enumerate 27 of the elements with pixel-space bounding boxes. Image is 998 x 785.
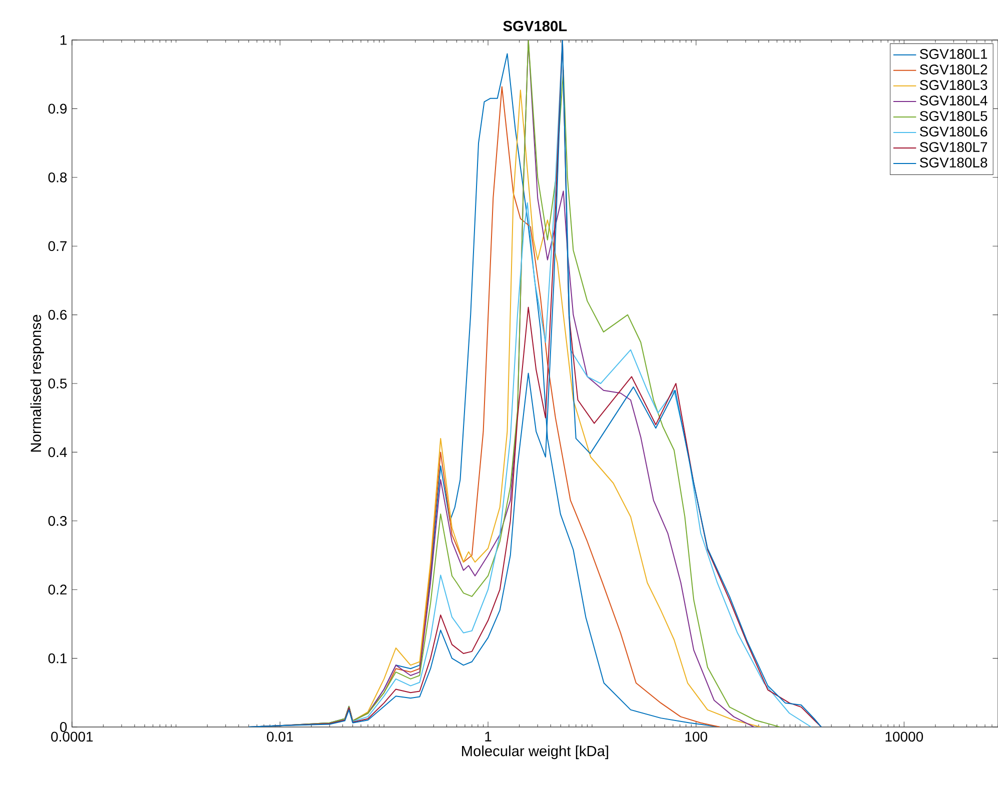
x-tick-label: 10000 bbox=[886, 732, 923, 742]
y-tick-label: 0.3 bbox=[48, 516, 67, 526]
x-axis-title: Molecular weight [kDa] bbox=[462, 745, 608, 760]
legend-label: SGV180L7 bbox=[920, 142, 988, 152]
legend-label: SGV180L1 bbox=[920, 49, 988, 59]
x-tick-label: 0.0001 bbox=[51, 732, 93, 742]
y-tick-label: 1 bbox=[60, 35, 67, 45]
y-tick-label: 0.2 bbox=[48, 584, 67, 595]
legend-label: SGV180L5 bbox=[920, 111, 988, 121]
y-tick-label: 0.8 bbox=[48, 172, 67, 182]
legend-label: SGV180L8 bbox=[920, 158, 988, 168]
chart-title: SGV180L bbox=[503, 20, 567, 32]
y-axis-title: Normalised response bbox=[30, 314, 44, 452]
legend-label: SGV180L4 bbox=[920, 96, 988, 106]
legend-label: SGV180L3 bbox=[920, 80, 988, 90]
y-tick-label: 0.9 bbox=[48, 104, 67, 114]
y-tick-label: 0.5 bbox=[48, 378, 67, 388]
y-tick-label: 0.1 bbox=[48, 653, 67, 664]
y-tick-label: 0.6 bbox=[48, 310, 67, 320]
legend-label: SGV180L6 bbox=[920, 126, 988, 136]
y-tick-label: 0 bbox=[60, 722, 67, 732]
x-tick-label: 1 bbox=[485, 732, 492, 742]
x-tick-label: 100 bbox=[685, 732, 708, 742]
y-tick-label: 0.7 bbox=[48, 241, 67, 252]
y-tick-label: 0.4 bbox=[48, 447, 67, 458]
legend-label: SGV180L2 bbox=[920, 64, 988, 74]
x-tick-label: 0.01 bbox=[266, 732, 293, 742]
